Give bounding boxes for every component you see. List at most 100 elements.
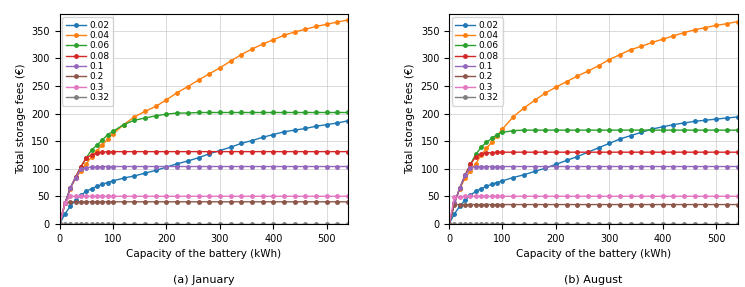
X-axis label: Capacity of the battery (kWh): Capacity of the battery (kWh) (127, 249, 282, 259)
0.02 (247, 139, 256, 142)
0.3 (605, 195, 614, 198)
0.06 (311, 111, 320, 114)
0.08 (291, 150, 299, 153)
0.32 (162, 222, 171, 226)
0.08 (343, 150, 352, 153)
0.1 (605, 165, 614, 168)
0.06 (647, 128, 656, 132)
0.04 (595, 64, 603, 67)
0.08 (492, 150, 501, 154)
0.32 (551, 222, 560, 226)
0.32 (477, 222, 486, 226)
0.1 (130, 165, 139, 168)
0.02 (487, 183, 496, 186)
0.32 (98, 222, 107, 226)
0.04 (450, 202, 459, 205)
0.04 (323, 23, 332, 26)
0.32 (130, 222, 139, 226)
0.04 (551, 86, 560, 89)
0.02 (98, 183, 107, 186)
0.32 (498, 222, 507, 226)
0.32 (258, 222, 267, 226)
0.06 (679, 128, 688, 132)
0.2 (541, 203, 550, 206)
Line: 0.1: 0.1 (58, 165, 350, 226)
Y-axis label: Total storage fees (€): Total storage fees (€) (16, 64, 25, 174)
0.32 (323, 222, 332, 226)
0.06 (723, 128, 732, 132)
0.32 (627, 222, 635, 226)
0.32 (205, 222, 214, 226)
0.04 (466, 169, 475, 173)
0.06 (55, 222, 64, 226)
0.06 (583, 128, 592, 132)
0.2 (343, 200, 352, 203)
0.06 (466, 163, 475, 166)
0.02 (541, 166, 550, 170)
0.2 (487, 203, 496, 206)
0.08 (615, 150, 624, 154)
Line: 0.04: 0.04 (447, 20, 739, 226)
0.2 (530, 203, 539, 206)
0.1 (258, 165, 267, 168)
Line: 0.2: 0.2 (447, 203, 739, 226)
0.02 (130, 174, 139, 178)
0.2 (66, 200, 75, 203)
0.3 (583, 195, 592, 198)
0.02 (460, 198, 469, 202)
0.08 (669, 150, 678, 154)
0.06 (595, 128, 603, 132)
0.02 (647, 127, 656, 131)
0.32 (141, 222, 150, 226)
0.04 (723, 22, 732, 26)
0.3 (487, 195, 496, 198)
0.08 (466, 163, 475, 166)
0.32 (530, 222, 539, 226)
0.06 (301, 111, 310, 114)
0.32 (215, 222, 224, 226)
0.04 (333, 20, 342, 24)
0.04 (455, 187, 464, 190)
0.3 (215, 195, 224, 198)
0.08 (477, 152, 486, 156)
0.32 (637, 222, 646, 226)
0.02 (109, 179, 118, 183)
0.06 (482, 141, 491, 144)
0.32 (679, 222, 688, 226)
0.06 (519, 128, 528, 132)
0.08 (205, 150, 214, 153)
0.1 (323, 165, 332, 168)
0.04 (205, 72, 214, 75)
0.1 (519, 165, 528, 168)
0.04 (237, 53, 246, 56)
0.02 (183, 159, 192, 163)
0.3 (162, 195, 171, 198)
0.06 (226, 111, 235, 114)
0.3 (530, 195, 539, 198)
0.06 (498, 131, 507, 134)
0.04 (194, 78, 203, 82)
0.02 (551, 163, 560, 166)
0.32 (60, 222, 69, 226)
0.32 (647, 222, 656, 226)
0.32 (55, 222, 64, 226)
0.1 (573, 165, 582, 168)
0.3 (98, 195, 107, 198)
0.04 (66, 187, 75, 190)
0.3 (647, 195, 656, 198)
0.1 (530, 165, 539, 168)
0.3 (659, 195, 668, 198)
0.02 (637, 131, 646, 134)
0.2 (595, 203, 603, 206)
0.08 (723, 150, 732, 154)
0.06 (205, 111, 214, 114)
0.08 (162, 150, 171, 153)
0.32 (541, 222, 550, 226)
0.08 (460, 174, 469, 177)
0.04 (215, 66, 224, 69)
0.1 (55, 222, 64, 226)
0.3 (77, 195, 86, 198)
0.04 (98, 143, 107, 147)
0.2 (104, 200, 112, 203)
0.06 (445, 222, 454, 226)
